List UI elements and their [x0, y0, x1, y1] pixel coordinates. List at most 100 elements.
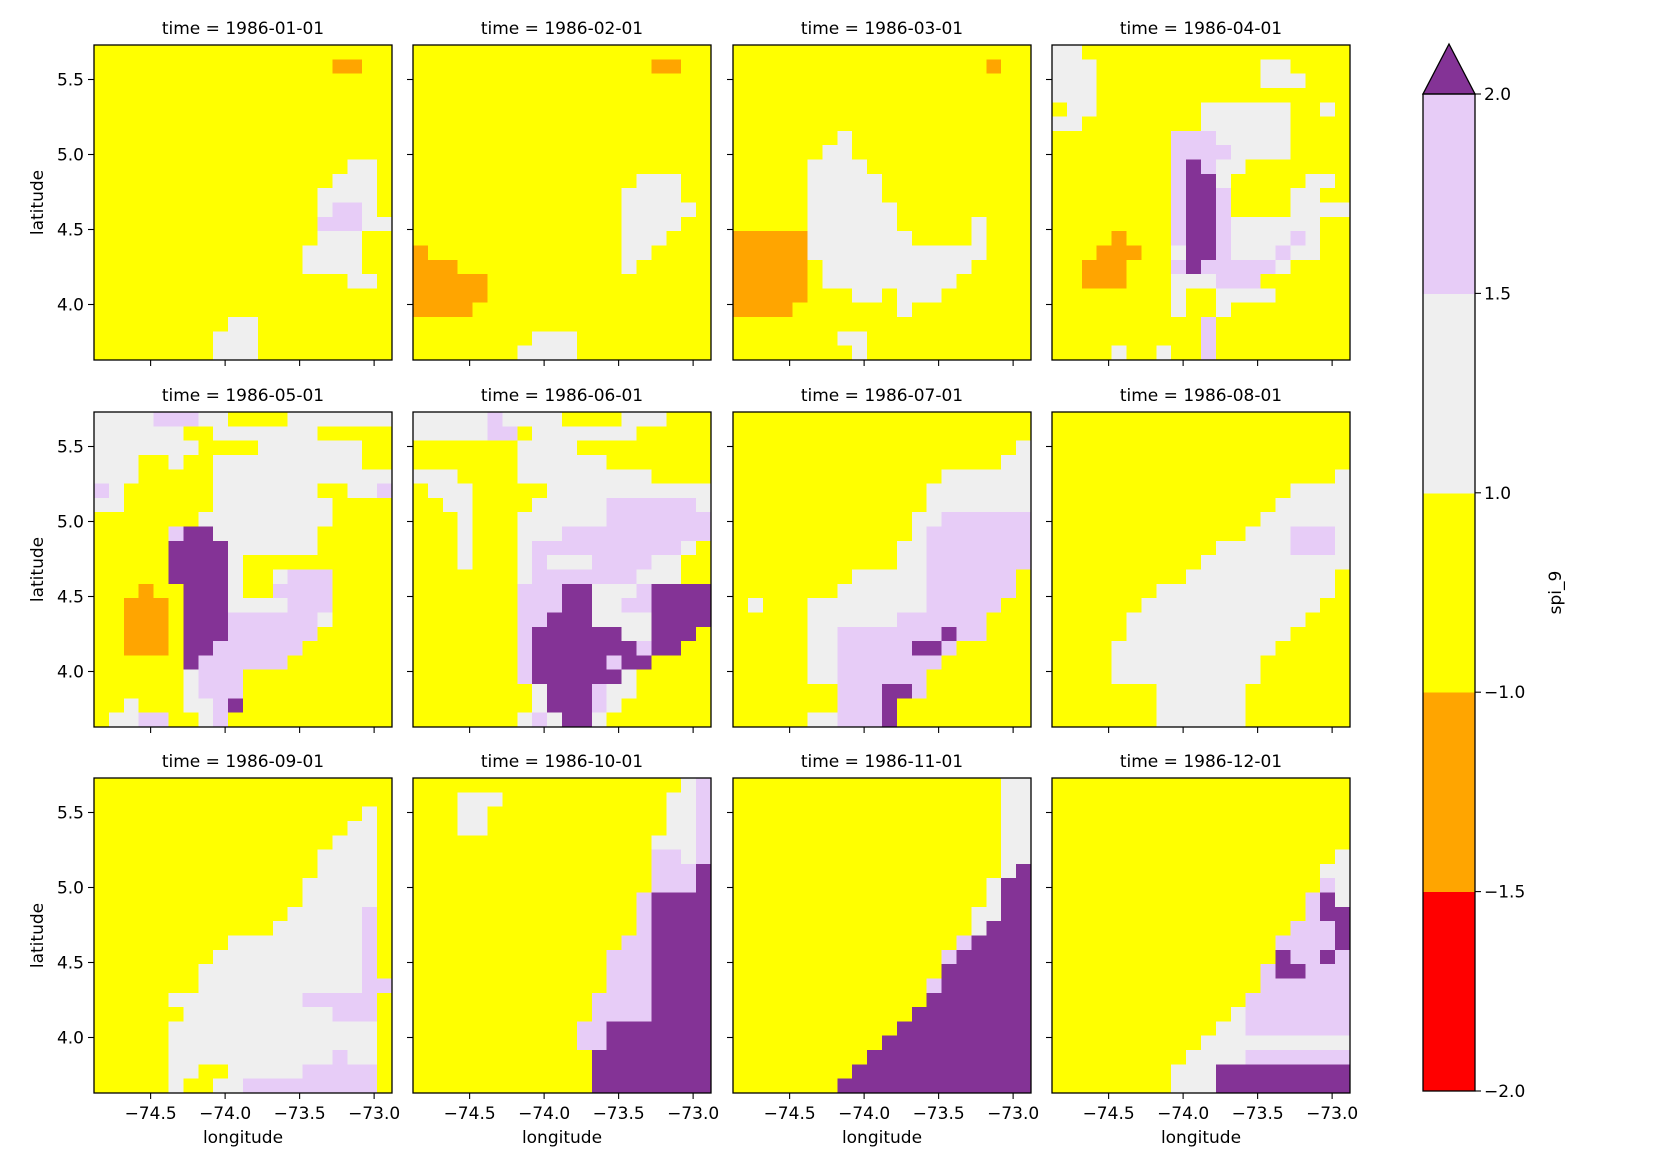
heatmap-cell — [882, 259, 898, 275]
heatmap-cell — [228, 935, 244, 951]
heatmap-cell — [1016, 684, 1032, 699]
heatmap-cell — [123, 935, 140, 951]
heatmap-cell — [576, 978, 593, 994]
heatmap-cell — [472, 469, 489, 485]
heatmap-cell — [272, 145, 289, 161]
heatmap-cell — [168, 302, 184, 318]
heatmap-cell — [562, 231, 578, 247]
heatmap-cell — [882, 288, 898, 304]
heatmap-cell — [956, 569, 972, 585]
heatmap-cell — [1096, 598, 1113, 614]
heatmap-cell — [317, 835, 333, 851]
heatmap-cell — [1001, 540, 1017, 556]
heatmap-cell — [1001, 512, 1017, 528]
heatmap-cell — [696, 412, 712, 427]
heatmap-cell — [168, 345, 184, 361]
heatmap-cell — [1320, 116, 1336, 132]
heatmap-cell — [138, 906, 155, 922]
heatmap-cell — [576, 245, 593, 261]
heatmap-cell — [427, 684, 444, 699]
heatmap-cell — [1096, 454, 1113, 470]
heatmap-cell — [696, 345, 712, 361]
heatmap-cell — [591, 669, 608, 685]
heatmap-cell — [108, 892, 125, 908]
heatmap-cell — [183, 849, 199, 865]
heatmap-cell — [272, 555, 289, 571]
heatmap-cell — [1335, 73, 1351, 89]
heatmap-cell — [747, 712, 764, 728]
heatmap-cell — [1156, 102, 1172, 118]
heatmap-cell — [213, 878, 229, 894]
heatmap-cell — [591, 598, 608, 614]
heatmap-cell — [1081, 216, 1098, 232]
heatmap-cell — [747, 102, 764, 118]
heatmap-cell — [1052, 469, 1068, 485]
heatmap-cell — [1230, 669, 1247, 685]
heatmap-cell — [896, 569, 913, 585]
heatmap-cell — [1245, 73, 1262, 89]
heatmap-cell — [867, 469, 883, 485]
heatmap-cell — [1215, 302, 1232, 318]
heatmap-cell — [651, 331, 667, 347]
heatmap-cell — [926, 87, 943, 103]
heatmap-cell — [472, 331, 489, 347]
heatmap-cell — [1111, 73, 1128, 89]
heatmap-cell — [896, 835, 913, 851]
heatmap-cell — [807, 483, 823, 499]
heatmap-cell — [1126, 288, 1142, 304]
heatmap-cell — [1156, 684, 1172, 699]
heatmap-cell — [867, 345, 883, 361]
heatmap-cell — [472, 59, 489, 75]
heatmap-cell — [1290, 641, 1306, 657]
heatmap-cell — [666, 454, 682, 470]
heatmap-cell — [792, 45, 809, 60]
heatmap-cell — [1171, 202, 1187, 218]
heatmap-cell — [1320, 102, 1336, 118]
heatmap-cell — [317, 583, 333, 599]
heatmap-cell — [1001, 469, 1017, 485]
heatmap-cell — [1245, 540, 1262, 556]
heatmap-cell — [986, 526, 1002, 542]
heatmap-cell — [153, 1064, 170, 1080]
heatmap-cell — [941, 45, 958, 60]
heatmap-cell — [1260, 274, 1277, 290]
heatmap-cell — [896, 231, 913, 247]
heatmap-cell — [442, 540, 459, 556]
heatmap-cell — [108, 317, 125, 332]
heatmap-cell — [1016, 59, 1032, 75]
heatmap-cell — [1096, 87, 1113, 103]
heatmap-cell — [332, 1035, 348, 1051]
heatmap-cell — [733, 497, 749, 513]
heatmap-cell — [228, 835, 244, 851]
heatmap-cell — [852, 59, 868, 75]
heatmap-cell — [1230, 288, 1247, 304]
heatmap-cell — [651, 1021, 667, 1037]
heatmap-cell — [747, 259, 764, 275]
heatmap-cell — [183, 426, 199, 442]
heatmap-cell — [153, 288, 170, 304]
heatmap-cell — [213, 288, 229, 304]
heatmap-cell — [377, 964, 393, 980]
heatmap-cell — [302, 440, 319, 456]
heatmap-cell — [302, 274, 319, 290]
heatmap-cell — [332, 792, 348, 808]
heatmap-cell — [198, 684, 214, 699]
heatmap-cell — [941, 159, 958, 175]
heatmap-cell — [257, 159, 274, 175]
heatmap-cell — [762, 555, 779, 571]
heatmap-cell — [1335, 317, 1351, 332]
heatmap-cell — [123, 849, 140, 865]
heatmap-cell — [442, 835, 459, 851]
heatmap-cell — [317, 1078, 333, 1094]
heatmap-cell — [1245, 274, 1262, 290]
heatmap-cell — [852, 512, 868, 528]
heatmap-cell — [362, 612, 378, 628]
heatmap-cell — [1171, 655, 1187, 671]
heatmap-cell — [1171, 130, 1187, 146]
heatmap-cell — [287, 712, 304, 728]
heatmap-cell — [442, 331, 459, 347]
heatmap-cell — [413, 655, 429, 671]
heatmap-cell — [487, 892, 503, 908]
heatmap-cell — [1305, 583, 1321, 599]
heatmap-cell — [302, 778, 319, 793]
